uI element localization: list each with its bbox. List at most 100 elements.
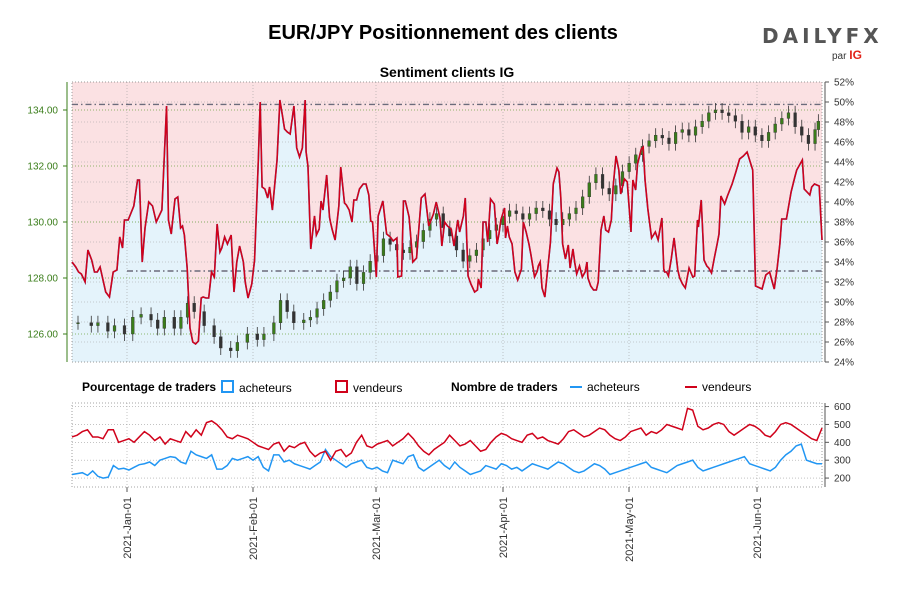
candle-body (76, 322, 80, 324)
candle-body (262, 333, 266, 340)
pct-tick-label: 36% (834, 238, 854, 249)
candle-body (720, 109, 724, 113)
candle-body (421, 230, 425, 242)
candle-body (816, 120, 820, 130)
pct-tick-label: 32% (834, 278, 854, 289)
pct-tick-label: 38% (834, 218, 854, 229)
candle-body (680, 129, 684, 133)
candle-body (219, 336, 223, 349)
pct-tick-label: 28% (834, 318, 854, 329)
dailyfx-logo[interactable]: DAILYFX par IG (762, 24, 879, 64)
candle-body (172, 317, 176, 329)
legend-count-buyers: acheteurs (570, 380, 640, 394)
lower-frame (71, 402, 823, 488)
buyers-area (72, 100, 822, 362)
candle-body (508, 210, 512, 217)
candle-body (381, 238, 386, 256)
candle-body (800, 126, 804, 136)
candle-body (355, 266, 359, 284)
candle-body (179, 317, 183, 329)
candle-body (607, 188, 611, 195)
date-tick-label: 2021-May-01 (624, 497, 636, 562)
legend-count-title: Nombre de traders (451, 380, 558, 394)
price-tick-label: 128.00 (27, 274, 58, 285)
candle-body (594, 174, 598, 183)
candle-body (806, 134, 810, 144)
candle-body (292, 311, 296, 324)
candle-body (600, 174, 605, 189)
candle-body (614, 185, 618, 195)
candle-body (733, 115, 737, 122)
candle-body (707, 112, 711, 122)
candle-body (285, 300, 289, 312)
candle-body (229, 347, 233, 351)
pct-tick-label: 42% (834, 178, 854, 189)
logo-by-ig: par IG (832, 48, 862, 62)
candle-body (627, 162, 631, 172)
chart-subtitle: Sentiment clients IG (379, 64, 515, 80)
candle-body (131, 317, 135, 335)
candle-body (474, 249, 478, 256)
candle-body (342, 277, 346, 281)
candle-body (156, 319, 160, 329)
legend-pct-sellers: vendeurs (335, 380, 402, 395)
candle-body (368, 261, 372, 273)
candle-body (634, 154, 638, 164)
sellers-count-line (71, 407, 823, 462)
pct-tick-label: 46% (834, 138, 854, 149)
candle-body (202, 311, 206, 326)
date-tick-label: 2021-Apr-01 (498, 497, 510, 558)
plot-frame (71, 81, 823, 363)
candle-body (534, 207, 538, 214)
candle-body (315, 308, 319, 318)
candle-body (388, 238, 392, 245)
candle-body (139, 314, 143, 318)
candle-body (335, 280, 339, 293)
candle-body (278, 300, 283, 323)
candle-body (235, 342, 239, 351)
candle-body (674, 132, 678, 144)
candle-body (574, 207, 578, 214)
date-tick-label: 2021-Jun-01 (752, 497, 764, 559)
count-tick-label: 600 (834, 402, 851, 413)
count-tick-label: 400 (834, 438, 851, 449)
candle-body (461, 249, 465, 262)
pct-tick-label: 44% (834, 158, 854, 169)
candle-body (122, 325, 127, 335)
pct-tick-label: 30% (834, 298, 854, 309)
pct-tick-label: 52% (834, 78, 854, 89)
pct-tick-label: 24% (834, 358, 854, 369)
pct-tick-label: 50% (834, 98, 854, 109)
candle-body (753, 126, 757, 136)
candle-body (747, 126, 751, 133)
candle-body (514, 210, 518, 214)
candle-body (740, 120, 744, 133)
legend-pct-title: Pourcentage de traders (82, 380, 217, 394)
candle-body (813, 129, 817, 144)
candle-body (361, 272, 366, 284)
candle-body (647, 140, 651, 147)
candle-body (793, 112, 797, 128)
candle-body (541, 207, 545, 211)
candle-body (468, 255, 472, 262)
pct-tick-label: 48% (834, 118, 854, 129)
candle-body (149, 314, 153, 321)
count-tick-label: 500 (834, 420, 851, 431)
candle-body (308, 317, 312, 321)
candle-body (780, 118, 784, 125)
candle-body (687, 129, 691, 136)
candle-body (527, 213, 532, 220)
legend-pct-buyers: acheteurs (221, 380, 292, 395)
candle-body (554, 218, 558, 225)
candle-body (727, 112, 731, 116)
date-tick-label: 2021-Mar-01 (371, 497, 383, 560)
price-tick-label: 134.00 (27, 106, 58, 117)
date-tick-label: 2021-Feb-01 (248, 497, 260, 560)
legend-count-sellers: vendeurs (685, 380, 751, 394)
candle-body (760, 134, 764, 141)
candle-body (322, 300, 326, 309)
candle-body (162, 317, 166, 329)
count-tick-label: 300 (834, 456, 851, 467)
candle-body (567, 213, 571, 220)
candle-body (192, 303, 196, 312)
